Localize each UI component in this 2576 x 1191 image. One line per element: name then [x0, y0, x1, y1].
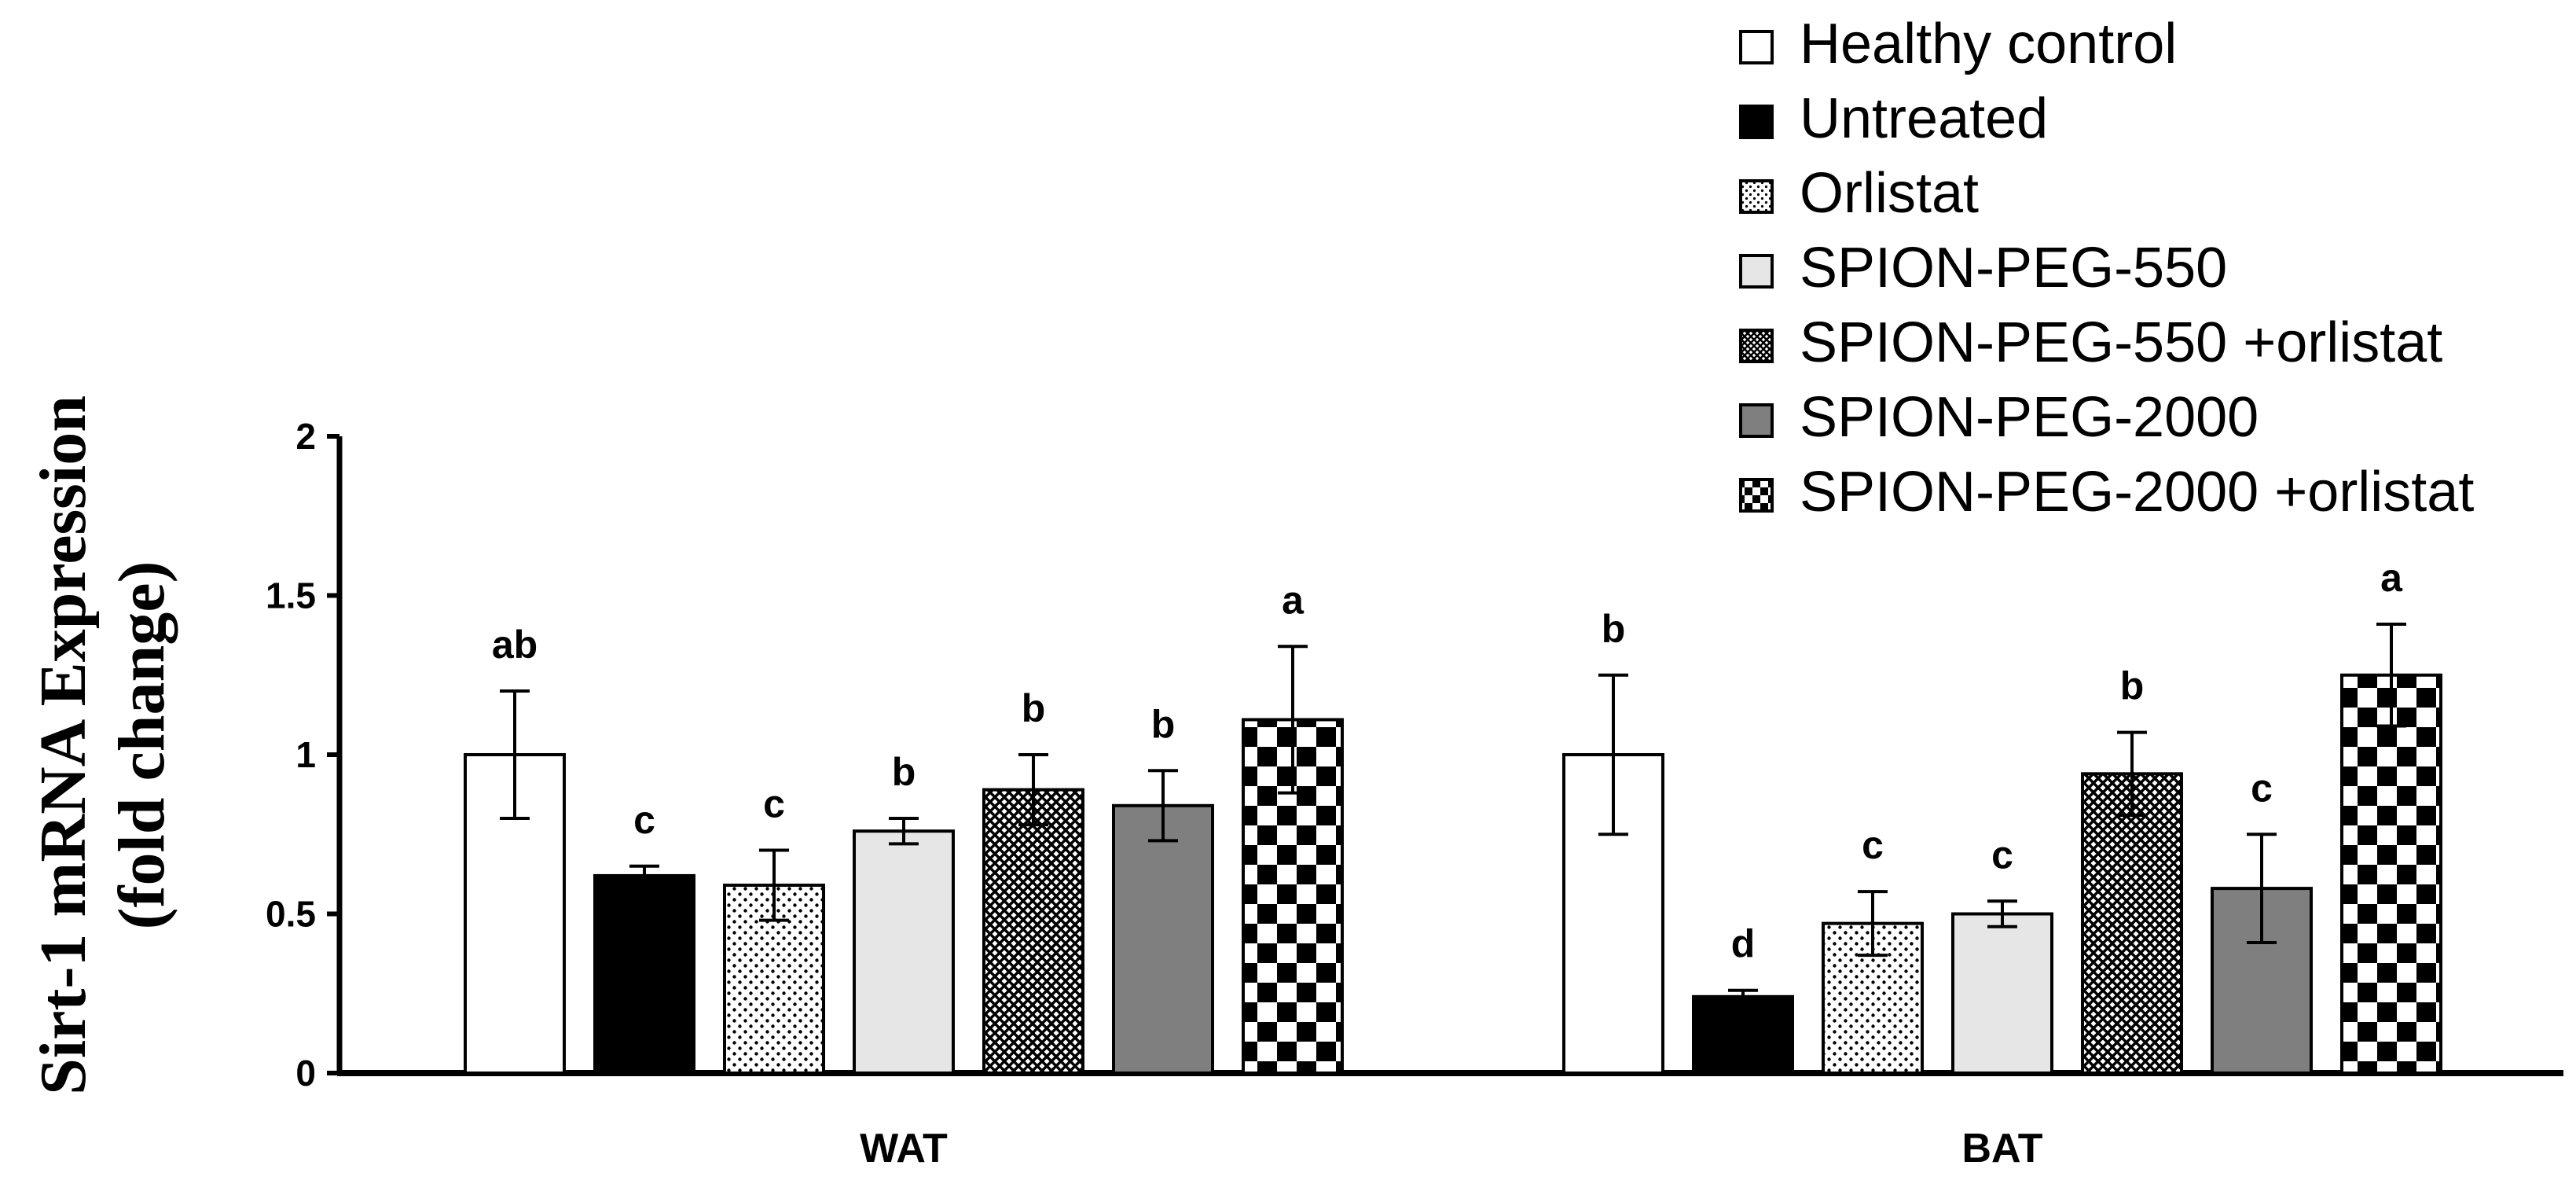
bar-bat-4 — [1951, 912, 2053, 1075]
legend-label: Untreated — [1800, 87, 2048, 150]
bar-bat-7 — [2340, 673, 2442, 1075]
bar-wat-2 — [593, 873, 695, 1075]
legend-label: Orlistat — [1800, 162, 1979, 225]
y-tick-label: 1 — [295, 734, 316, 775]
legend-label: SPION-PEG-550 — [1800, 237, 2227, 300]
legend-swatch — [1739, 403, 1774, 438]
error-bars — [500, 622, 2406, 1005]
legend-swatch — [1739, 30, 1774, 64]
legend-label: SPION-PEG-2000 — [1800, 386, 2259, 449]
significance-letter: c — [2251, 766, 2273, 810]
y-tick-label: 0.5 — [266, 894, 316, 935]
significance-letter: b — [1151, 702, 1176, 746]
significance-letter: b — [1602, 607, 1626, 651]
significance-letter: c — [633, 798, 655, 842]
y-ticks: 0 0.5 1 1.5 2 — [266, 416, 339, 1094]
x-category-label: WAT — [860, 1126, 948, 1171]
legend-swatch — [1739, 329, 1774, 363]
x-category-labels: WAT BAT — [860, 1126, 2043, 1171]
bar-wat-6 — [1112, 803, 1214, 1075]
bar-bat-2 — [1692, 994, 1794, 1075]
legend-label: SPION-PEG-550 +orlistat — [1800, 311, 2442, 374]
legend-swatch — [1739, 254, 1774, 289]
bar-wat-5 — [982, 788, 1084, 1075]
significance-letter: c — [1862, 823, 1884, 867]
y-axis-title-line2: (fold change) — [105, 561, 178, 930]
significance-letter: b — [892, 750, 916, 794]
significance-letter: c — [1991, 833, 2013, 877]
significance-letter: c — [763, 782, 785, 826]
y-tick-label: 1.5 — [266, 575, 316, 616]
y-axis-title-line1: Sirt-1 mRNA Expression — [27, 395, 100, 1095]
significance-letter: b — [1022, 686, 1046, 730]
bar-wat-4 — [853, 829, 955, 1075]
legend: Healthy control Untreated Orlistat SPION-PE… — [1739, 13, 2474, 524]
legend-label: SPION-PEG-2000 +orlistat — [1800, 461, 2474, 524]
significance-letter: b — [2120, 664, 2145, 708]
legend-swatch — [1739, 179, 1774, 214]
bars — [464, 673, 2442, 1075]
significance-letter: d — [1731, 922, 1756, 966]
y-tick-label: 0 — [295, 1053, 316, 1094]
significance-letter: a — [2380, 556, 2403, 600]
legend-swatch — [1739, 105, 1774, 139]
legend-swatch — [1739, 478, 1774, 513]
y-tick-label: 2 — [295, 416, 316, 457]
x-category-label: BAT — [1961, 1126, 2042, 1171]
significance-letter: a — [1282, 578, 1305, 622]
bar-bat-5 — [2081, 772, 2183, 1075]
legend-label: Healthy control — [1800, 13, 2177, 75]
significance-letter: ab — [492, 623, 538, 667]
